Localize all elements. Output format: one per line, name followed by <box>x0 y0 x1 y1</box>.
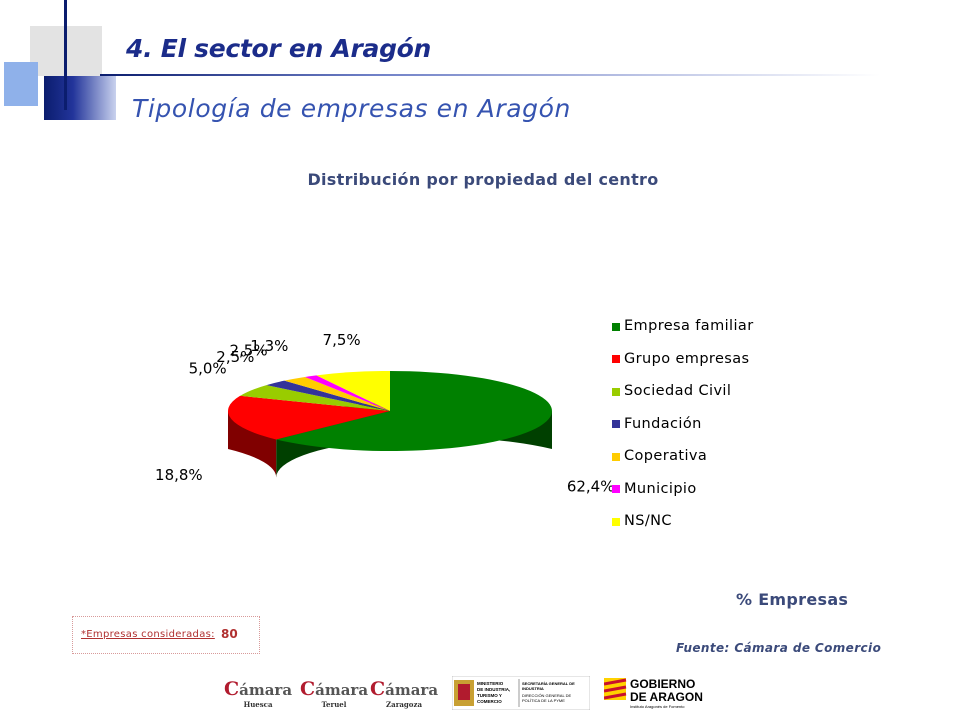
gobierno-aragon-logo: GOBIERNO DE ARAGON Instituto Aragonés de… <box>604 677 703 709</box>
legend-label: Municipio <box>624 480 697 497</box>
legend-swatch <box>612 420 620 429</box>
legend-label: NS/NC <box>624 513 672 530</box>
svg-text:MINISTERIO: MINISTERIO <box>477 681 504 686</box>
pie-slice <box>240 385 390 411</box>
legend-swatch <box>612 322 620 331</box>
unit-label: % Empresas <box>736 590 849 609</box>
note-label: *Empresas consideradas: <box>81 629 215 640</box>
pie-data-label: 18,8% <box>155 466 203 484</box>
svg-text:INDUSTRIA: INDUSTRIA <box>522 686 544 691</box>
camara-huesca-logo: Cámara Huesca <box>224 678 293 710</box>
legend-item: Fundación <box>612 408 754 441</box>
pie-slice <box>316 371 390 411</box>
header-decoration-vertical-line <box>64 0 67 110</box>
svg-text:POLÍTICA DE LA PYME: POLÍTICA DE LA PYME <box>522 698 565 703</box>
chart-title: Distribución por propiedad del centro <box>307 170 659 189</box>
pie-data-label: 7,5% <box>323 331 361 349</box>
svg-text:Instituto Aragonés de Fomento: Instituto Aragonés de Fomento <box>630 704 685 709</box>
legend-item: Empresa familiar <box>612 310 754 343</box>
page-title: 4. El sector en Aragón <box>126 34 432 63</box>
pie-data-label: 5,0% <box>189 360 227 378</box>
camara-teruel-logo: Cámara Teruel <box>300 678 369 710</box>
legend-swatch <box>612 387 620 396</box>
header-decoration-square-blue <box>4 62 38 106</box>
pie-slice <box>304 375 390 411</box>
pie-slice <box>266 380 390 411</box>
svg-text:DE ARAGON: DE ARAGON <box>630 690 703 704</box>
svg-text:DE INDUSTRIA,: DE INDUSTRIA, <box>477 687 510 692</box>
svg-text:SECRETARÍA GENERAL DE: SECRETARÍA GENERAL DE <box>522 681 575 686</box>
legend-swatch <box>612 355 620 364</box>
legend-item: Coperativa <box>612 440 754 473</box>
pie-data-label: 2,5% <box>216 348 254 366</box>
note-value: 80 <box>221 627 238 641</box>
legend-item: Grupo empresas <box>612 343 754 376</box>
svg-text:GOBIERNO: GOBIERNO <box>630 677 695 691</box>
page-subtitle: Tipología de empresas en Aragón <box>132 94 571 123</box>
legend-swatch <box>612 517 620 526</box>
ministerio-logo: MINISTERIO DE INDUSTRIA, TURISMO Y COMER… <box>452 676 590 710</box>
pie-data-label: 62,4% <box>567 477 615 495</box>
source-text: Fuente: Cámara de Comercio <box>676 641 882 655</box>
svg-text:TURISMO Y: TURISMO Y <box>477 693 502 698</box>
legend-label: Fundación <box>624 415 702 432</box>
legend-label: Empresa familiar <box>624 318 754 335</box>
legend-item: Municipio <box>612 473 754 506</box>
pie-slice <box>276 371 553 451</box>
pie-slice <box>227 395 390 440</box>
legend-item: Sociedad Civil <box>612 375 754 408</box>
header-decoration-horizontal-line <box>100 74 880 76</box>
svg-text:COMERCIO: COMERCIO <box>477 699 502 704</box>
pie-slice <box>284 376 390 411</box>
pie-data-label: 1,3% <box>250 337 288 355</box>
legend-item: NS/NC <box>612 505 754 538</box>
svg-text:DIRECCIÓN GENERAL DE: DIRECCIÓN GENERAL DE <box>522 693 572 698</box>
chart-legend: Empresa familiar Grupo empresas Sociedad… <box>612 310 754 538</box>
camara-zaragoza-logo: Cámara Zaragoza <box>370 678 439 710</box>
pie-data-label: 2,5% <box>229 341 267 359</box>
legend-label: Sociedad Civil <box>624 383 732 400</box>
header-decoration-square-navy <box>44 76 116 120</box>
legend-swatch <box>612 485 620 494</box>
legend-label: Coperativa <box>624 448 708 465</box>
legend-swatch <box>612 452 620 461</box>
note-box: *Empresas consideradas: 80 <box>72 616 260 654</box>
legend-label: Grupo empresas <box>624 350 750 367</box>
